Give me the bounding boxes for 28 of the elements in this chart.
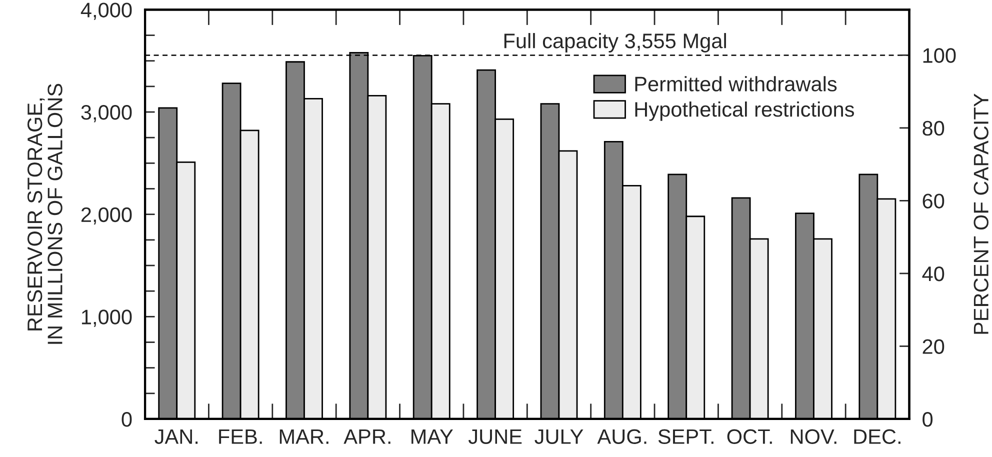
x-tick-label: SEPT. bbox=[658, 429, 714, 444]
y-tick-label: 3,000 bbox=[81, 105, 132, 122]
y-axis-title: RESERVOIR STORAGE, IN MILLIONS OF GALLONS bbox=[27, 84, 62, 344]
x-tick-label: MAY bbox=[412, 429, 453, 444]
x-tick-label: FEB. bbox=[219, 429, 262, 444]
y-tick-label: 1,000 bbox=[82, 310, 132, 327]
y2-tick-label: 40 bbox=[922, 266, 944, 282]
x-tick-label: AUG. bbox=[597, 429, 646, 444]
y2-tick-label: 20 bbox=[922, 339, 944, 354]
y-tick-label: 4,000 bbox=[80, 2, 132, 20]
y2-tick-label: 0 bbox=[922, 412, 933, 427]
legend-label: Hypothetical restrictions bbox=[635, 101, 854, 121]
y2-tick-label: 80 bbox=[922, 120, 944, 136]
ref-line-label: Full capacity 3,555 Mgal bbox=[504, 33, 726, 52]
y-tick-label: 0 bbox=[122, 412, 132, 427]
x-tick-label: DEC. bbox=[854, 429, 900, 444]
x-tick-label: NOV. bbox=[790, 429, 836, 444]
legend-label: Permitted withdrawals bbox=[635, 76, 837, 92]
x-tick-label: JAN. bbox=[154, 429, 198, 444]
y2-tick-label: 60 bbox=[922, 194, 944, 208]
y2-axis-title: PERCENT OF CAPACITY bbox=[974, 94, 988, 334]
x-tick-label: MAR. bbox=[280, 429, 328, 444]
x-tick-label: JUNE bbox=[468, 429, 522, 444]
y2-tick-label: 100 bbox=[923, 48, 956, 63]
x-tick-label: APR. bbox=[344, 429, 390, 444]
x-tick-label: OCT. bbox=[727, 429, 772, 444]
x-tick-label: JULY bbox=[534, 429, 584, 444]
y-tick-label: 2,000 bbox=[81, 207, 132, 225]
